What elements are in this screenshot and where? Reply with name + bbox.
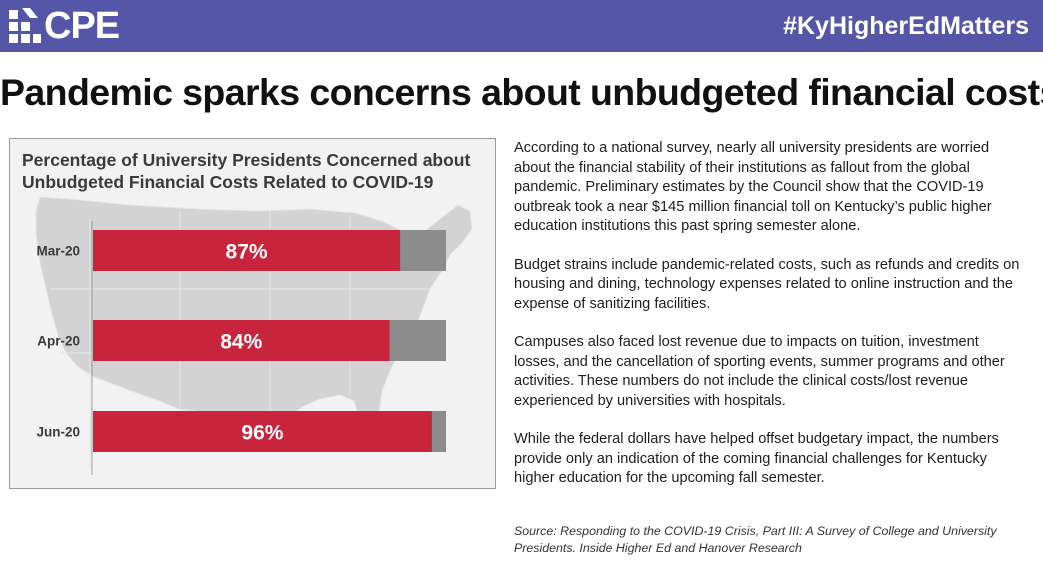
chart-card: Mar-20 87% Apr-20 84% Jun-20 96% Percentage o…	[9, 138, 496, 489]
hashtag[interactable]: #KyHigherEdMatters	[783, 12, 1029, 40]
headline: Pandemic sparks concerns about unbudgete…	[0, 71, 1043, 113]
category-label: Mar-20	[36, 244, 80, 259]
header-bar: CPE #KyHigherEdMatters	[0, 0, 1043, 52]
bar-concerned	[93, 320, 390, 361]
category-label: Apr-20	[37, 334, 80, 349]
paragraph-2: Budget strains include pandemic-related …	[514, 256, 1020, 312]
bar-chart: Mar-20 87% Apr-20 84% Jun-20 96%	[35, 196, 473, 475]
bars-group: Mar-20 87% Apr-20 84% Jun-20 96%	[36, 230, 446, 452]
logo-text: CPE	[44, 5, 120, 47]
bar-concerned	[93, 411, 432, 452]
chart-title: Percentage of University Presidents Conc…	[22, 150, 471, 192]
cpe-logo[interactable]: CPE	[8, 5, 120, 47]
value-label: 87%	[226, 241, 268, 264]
paragraph-4: While the federal dollars have helped of…	[514, 431, 999, 486]
paragraph-3: Campuses also faced lost revenue due to …	[514, 334, 1005, 409]
category-label: Jun-20	[36, 425, 80, 440]
cpe-logo-icon	[9, 8, 41, 43]
bar-concerned	[93, 230, 401, 271]
source-citation: Source: Responding to the COVID-19 Crisi…	[514, 524, 997, 555]
value-label: 84%	[220, 331, 262, 354]
paragraph-1: According to a national survey, nearly a…	[514, 140, 992, 234]
article-body: According to a national survey, nearly a…	[514, 139, 1026, 508]
value-label: 96%	[241, 422, 283, 445]
